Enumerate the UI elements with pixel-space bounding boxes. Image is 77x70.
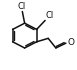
Text: O: O	[67, 38, 74, 47]
Text: Cl: Cl	[17, 2, 26, 11]
Text: Cl: Cl	[46, 11, 54, 20]
